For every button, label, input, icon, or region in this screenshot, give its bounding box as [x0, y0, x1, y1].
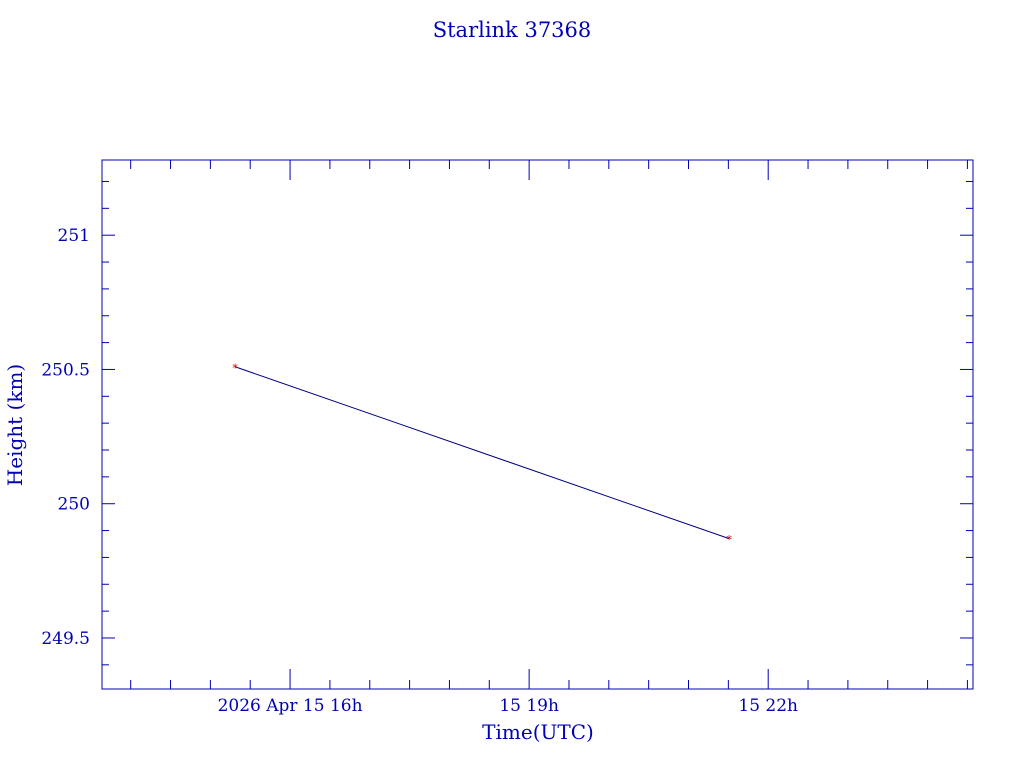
- x-tick-label: 15 19h: [499, 696, 559, 716]
- x-tick-label: 2026 Apr 15 16h: [218, 696, 363, 716]
- y-tick-label: 249.5: [41, 629, 90, 649]
- y-tick-label: 251: [58, 226, 90, 246]
- series-line: [234, 366, 730, 540]
- y-tick-labels: 249.5 250 250.5 251: [41, 226, 90, 649]
- x-axis-label: Time(UTC): [482, 720, 594, 744]
- axis-ticks: [102, 160, 973, 689]
- data-point-marker: *: [232, 362, 238, 375]
- data-point-marker: *: [726, 534, 732, 547]
- series-height: **: [232, 362, 732, 547]
- plot-frame: [101, 159, 974, 690]
- x-tick-label: 15 22h: [738, 696, 798, 716]
- x-tick-labels: 2026 Apr 15 16h 15 19h 15 22h: [218, 696, 798, 716]
- y-tick-label: 250.5: [41, 360, 90, 380]
- y-axis-label: Height (km): [3, 364, 27, 486]
- y-tick-label: 250: [58, 495, 90, 515]
- chart-title: Starlink 37368: [433, 18, 592, 42]
